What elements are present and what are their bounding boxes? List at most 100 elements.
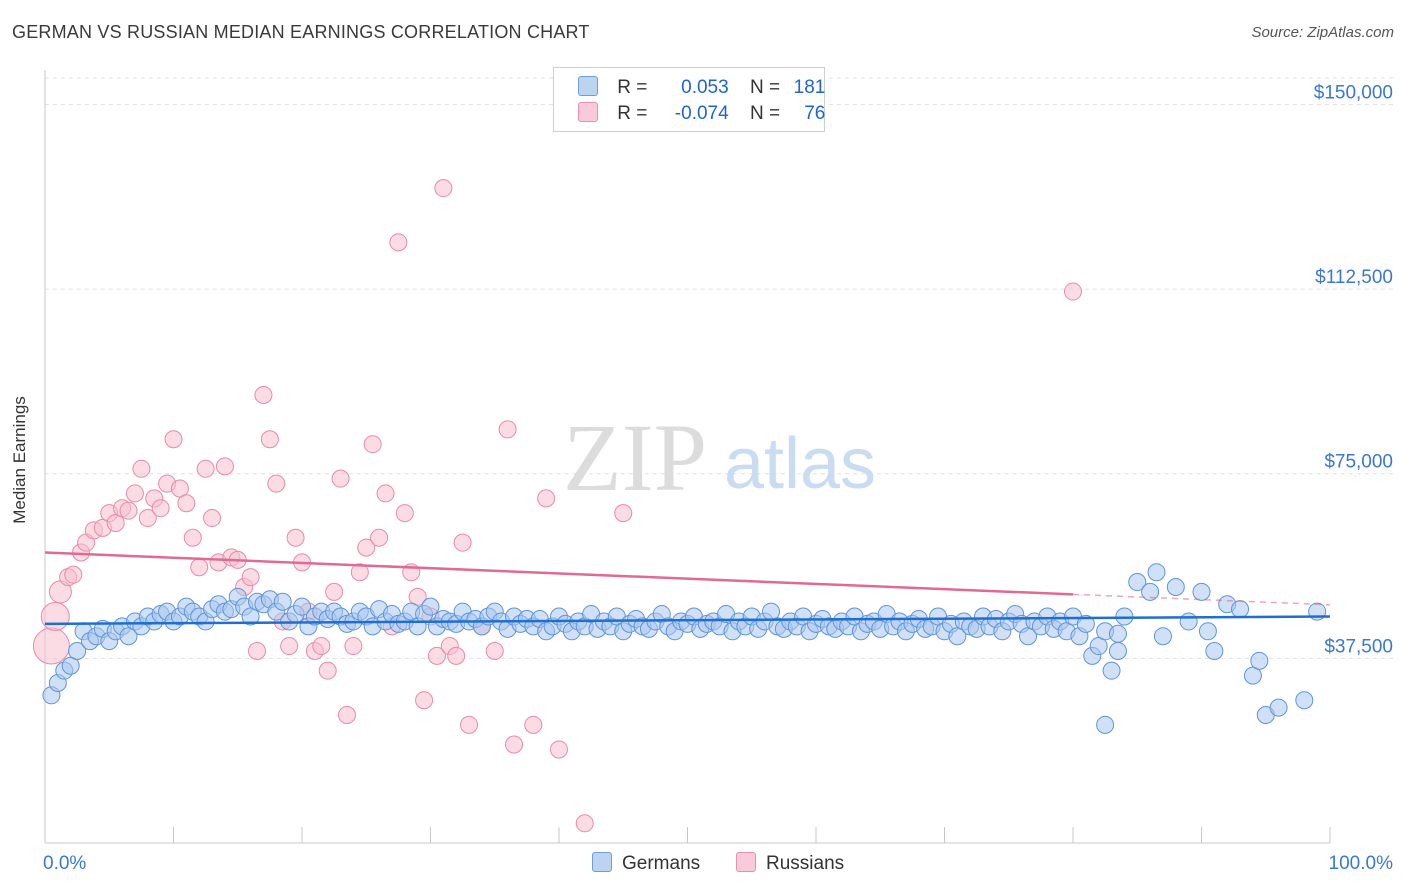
russians-point bbox=[203, 509, 222, 528]
y-tick-label: $150,000 bbox=[1314, 82, 1393, 103]
watermark: ZIP atlas bbox=[563, 404, 876, 511]
legend-r-label: R = bbox=[617, 103, 648, 124]
germans-point bbox=[1179, 612, 1198, 631]
legend-n-label: N = bbox=[749, 77, 781, 98]
germans-point bbox=[1153, 627, 1172, 646]
russians-point bbox=[32, 627, 70, 665]
legend-row-russians: R = -0.074 N = 76 bbox=[578, 102, 825, 128]
russians-point bbox=[286, 528, 305, 547]
legend-n-value: 181 bbox=[793, 77, 826, 98]
correlation-legend: R = 0.053 N = 181 R = -0.074 N = 76 bbox=[553, 67, 825, 132]
russians-point bbox=[312, 637, 331, 656]
legend-swatch-russians bbox=[578, 102, 598, 122]
germans-point bbox=[273, 592, 292, 611]
watermark-atlas: atlas bbox=[724, 424, 876, 504]
russians-point bbox=[325, 582, 344, 601]
chart-title: GERMAN VS RUSSIAN MEDIAN EARNINGS CORREL… bbox=[12, 22, 590, 42]
russians-point bbox=[64, 565, 83, 584]
russians-point bbox=[164, 430, 183, 449]
russians-point bbox=[395, 504, 414, 523]
legend-r-value: -0.074 bbox=[674, 103, 729, 124]
series-russians bbox=[32, 179, 1082, 833]
legend-row-germans: R = 0.053 N = 181 bbox=[578, 76, 825, 102]
russians-point bbox=[363, 435, 382, 454]
germans-point bbox=[1269, 698, 1288, 717]
x-tick-label-max: 100.0% bbox=[1329, 853, 1394, 874]
russians-point bbox=[427, 646, 446, 665]
russians-point bbox=[151, 499, 170, 518]
series-germans bbox=[42, 563, 1327, 734]
germans-point bbox=[68, 641, 87, 660]
bottom-legend-swatch-germans bbox=[592, 852, 612, 872]
bottom-legend-label-russians: Russians bbox=[766, 853, 845, 874]
russians-point bbox=[183, 528, 202, 547]
russians-trend-line bbox=[44, 551, 1074, 596]
russians-point bbox=[370, 528, 389, 547]
russians-point bbox=[485, 641, 504, 660]
russians-point bbox=[524, 715, 543, 734]
russians-point bbox=[119, 501, 138, 520]
russians-point bbox=[190, 558, 209, 577]
russians-point bbox=[331, 469, 350, 488]
germans-point bbox=[1128, 573, 1147, 592]
legend-swatch-germans bbox=[578, 76, 598, 96]
legend-r-value: 0.053 bbox=[681, 77, 729, 98]
legend-n-label: N = bbox=[749, 103, 781, 124]
tick-labels: $37,500 $75,000 $112,500 $150,000 0.0% 100.0% bbox=[43, 82, 1393, 874]
russians-point bbox=[498, 420, 517, 439]
y-tick-label: $75,000 bbox=[1324, 452, 1393, 473]
russians-point bbox=[337, 705, 356, 724]
russians-point bbox=[550, 740, 568, 759]
russians-point bbox=[614, 504, 633, 523]
russians-point bbox=[248, 641, 267, 660]
russians-point bbox=[138, 509, 157, 528]
russians-point bbox=[260, 430, 279, 449]
russians-point bbox=[344, 637, 363, 656]
russians-point bbox=[376, 484, 395, 503]
germans-point bbox=[421, 597, 440, 616]
russians-point bbox=[254, 385, 273, 404]
russians-trend-extension bbox=[1072, 593, 1331, 606]
bottom-legend-germans: Germans bbox=[592, 852, 700, 875]
russians-point bbox=[447, 646, 466, 665]
bottom-legend-swatch-russians bbox=[736, 852, 756, 872]
germans-point bbox=[1096, 715, 1115, 734]
germans-point bbox=[1141, 582, 1160, 601]
russians-point bbox=[389, 233, 408, 252]
germans-point bbox=[1250, 651, 1269, 670]
bottom-legend-russians: Russians bbox=[736, 852, 844, 875]
germans-trend-line bbox=[44, 615, 1331, 626]
russians-point bbox=[415, 691, 434, 710]
russians-point bbox=[132, 459, 151, 478]
y-tick-label: $37,500 bbox=[1324, 636, 1393, 657]
germans-point bbox=[1295, 691, 1314, 710]
germans-point bbox=[1108, 641, 1127, 660]
russians-point bbox=[505, 735, 524, 754]
germans-point bbox=[1147, 563, 1166, 582]
germans-point bbox=[1231, 600, 1250, 619]
legend-n-value: 76 bbox=[804, 103, 826, 124]
russians-point bbox=[241, 568, 260, 587]
russians-point bbox=[575, 814, 594, 833]
germans-point bbox=[293, 597, 311, 616]
russians-point bbox=[453, 533, 472, 552]
y-tick-label: $112,500 bbox=[1315, 267, 1393, 288]
germans-point bbox=[1205, 641, 1224, 660]
russians-point bbox=[196, 459, 215, 478]
germans-point bbox=[1198, 622, 1217, 641]
germans-point bbox=[1076, 614, 1095, 633]
y-axis-title: Median Earnings bbox=[10, 396, 29, 524]
germans-point bbox=[1108, 624, 1127, 643]
russians-point bbox=[40, 602, 70, 632]
legend-r-label: R = bbox=[617, 77, 648, 98]
germans-point bbox=[1102, 661, 1121, 680]
russians-point bbox=[537, 489, 556, 508]
axes bbox=[44, 70, 1331, 844]
russians-point bbox=[215, 457, 234, 476]
russians-point bbox=[1064, 282, 1082, 301]
germans-point bbox=[1192, 582, 1211, 601]
bottom-legend-label-germans: Germans bbox=[622, 853, 701, 874]
russians-point bbox=[318, 661, 337, 680]
watermark-zip: ZIP bbox=[563, 404, 707, 511]
russians-point bbox=[350, 563, 369, 582]
